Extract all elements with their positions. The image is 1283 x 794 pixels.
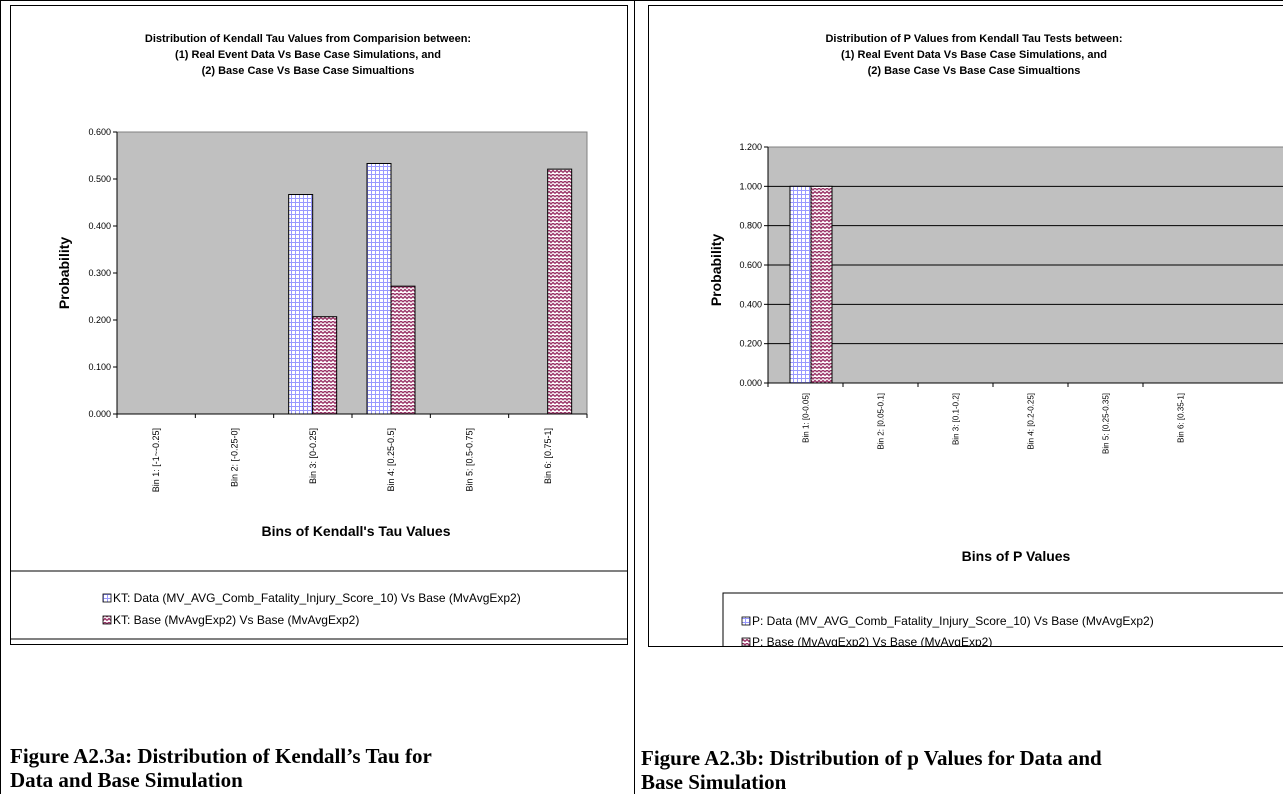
- y-tick-label: 0.000: [739, 378, 762, 388]
- bar-series-a-bin-3: [288, 194, 314, 415]
- legend: KT: Data (MV_AVG_Comb_Fatality_Injury_Sc…: [102, 591, 521, 627]
- x-tick-label: Bin 2: [0.05-0.1]: [877, 393, 886, 449]
- kendall-tau-chart: Distribution of Kendall Tau Values from …: [11, 33, 627, 640]
- figure-caption-b-line-1: Figure A2.3b: Distribution of p Values f…: [641, 746, 1102, 770]
- y-tick-label: 0.600: [739, 260, 762, 270]
- table-border-middle: [634, 0, 635, 794]
- chart-frame-kendall-tau: Distribution of Kendall Tau Values from …: [10, 5, 628, 645]
- legend-label-series-b: P: Base (MvAvgExp2) Vs Base (MvAvgExp2): [752, 635, 992, 646]
- x-tick-label: Bin 2: [-0.25-0]: [230, 428, 240, 487]
- bar-series-a-bin-1: [789, 185, 812, 384]
- x-tick-label: Bin 1: [0-0.05]: [802, 393, 811, 443]
- y-axis-label: Probability: [708, 234, 724, 307]
- x-axis-label: Bins of P Values: [962, 548, 1071, 564]
- plot-area: [116, 131, 588, 415]
- legend-label-series-a: KT: Data (MV_AVG_Comb_Fatality_Injury_Sc…: [113, 591, 521, 605]
- x-tick-label: Bin 5: [0.25-0.35]: [1102, 393, 1111, 454]
- legend-label-series-b: KT: Base (MvAvgExp2) Vs Base (MvAvgExp2): [113, 613, 359, 627]
- x-tick-label: Bin 4: [0.25-0.5]: [386, 428, 396, 492]
- table-border-left: [0, 0, 1, 794]
- legend-swatch-series-a: [741, 616, 751, 626]
- legend-swatch-series-b: [741, 637, 751, 646]
- chart-frame-p-values: Distribution of P Values from Kendall Ta…: [648, 5, 1283, 647]
- y-tick-label: 0.200: [88, 315, 111, 325]
- chart-title-line-1: Distribution of Kendall Tau Values from …: [145, 33, 471, 45]
- y-tick-label: 0.200: [739, 339, 762, 349]
- legend-swatch-series-b: [102, 615, 112, 625]
- y-tick-label: 0.100: [88, 362, 111, 372]
- legend: P: Data (MV_AVG_Comb_Fatality_Injury_Sco…: [722, 592, 1283, 646]
- y-tick-label: 1.200: [739, 142, 762, 152]
- figure-caption-b: Figure A2.3b: Distribution of p Values f…: [641, 746, 1102, 794]
- figure-caption-a-line-1: Figure A2.3a: Distribution of Kendall’s …: [10, 744, 432, 768]
- y-tick-label: 0.800: [739, 221, 762, 231]
- y-tick-label: 0.600: [88, 127, 111, 137]
- chart-title-line-2: (1) Real Event Data Vs Base Case Simulat…: [841, 49, 1107, 61]
- bar-series-b-bin-3: [312, 316, 338, 415]
- x-tick-label: Bin 6: [0.75-1]: [543, 428, 553, 484]
- y-tick-label: 0.000: [88, 409, 111, 419]
- p-values-chart: Distribution of P Values from Kendall Ta…: [708, 33, 1283, 646]
- bar-series-b-bin-4: [390, 285, 416, 415]
- y-tick-label: 0.400: [88, 221, 111, 231]
- y-tick-label: 0.500: [88, 174, 111, 184]
- y-tick-label: 1.000: [739, 181, 762, 191]
- figure-caption-a-line-2: Data and Base Simulation: [10, 768, 243, 792]
- chart-title-line-3: (2) Base Case Vs Base Case Simualtions: [868, 65, 1081, 77]
- y-tick-label: 0.400: [739, 299, 762, 309]
- legend-label-series-a: P: Data (MV_AVG_Comb_Fatality_Injury_Sco…: [752, 614, 1154, 628]
- chart-title-line-3: (2) Base Case Vs Base Case Simualtions: [202, 65, 415, 77]
- table-border-top: [0, 0, 1283, 1]
- bar-series-b-bin-1: [810, 185, 833, 384]
- bar-series-a-bin-4: [366, 162, 392, 415]
- x-tick-label: Bin 3: [0.1-0.2]: [952, 393, 961, 445]
- chart-title-line-2: (1) Real Event Data Vs Base Case Simulat…: [175, 49, 441, 61]
- figure-caption-a: Figure A2.3a: Distribution of Kendall’s …: [10, 744, 432, 792]
- figure-caption-b-line-2: Base Simulation: [641, 770, 787, 794]
- legend-swatch-series-a: [102, 593, 112, 603]
- x-tick-label: Bin 4: [0.2-0.25]: [1027, 393, 1036, 449]
- x-tick-label: Bin 3: [0-0.25]: [308, 428, 318, 484]
- y-tick-label: 0.300: [88, 268, 111, 278]
- legend-box: [722, 592, 1283, 646]
- chart-title-line-1: Distribution of P Values from Kendall Ta…: [825, 33, 1122, 45]
- x-axis-label: Bins of Kendall's Tau Values: [261, 523, 450, 539]
- y-axis-label: Probability: [56, 237, 72, 310]
- x-tick-label: Bin 5: [0.5-0.75]: [465, 428, 475, 492]
- x-tick-label: Bin 6: [0.35-1]: [1177, 393, 1186, 443]
- bar-series-b-bin-6: [547, 168, 573, 415]
- x-tick-label: Bin 1: [-1~-0.25]: [151, 428, 161, 492]
